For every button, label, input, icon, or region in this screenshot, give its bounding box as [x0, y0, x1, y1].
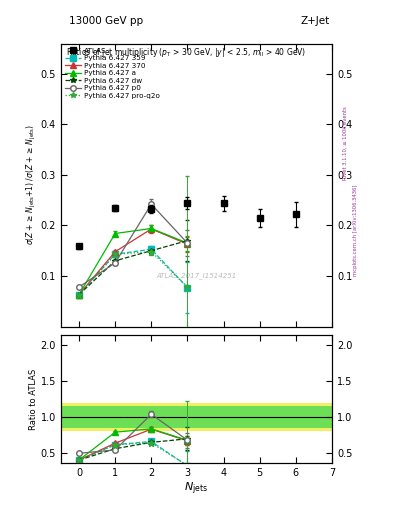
- Text: Rivet 3.1.10, ≥ 100k events: Rivet 3.1.10, ≥ 100k events: [343, 106, 348, 180]
- Text: 13000 GeV pp: 13000 GeV pp: [69, 15, 143, 26]
- Text: Z+Jet: Z+Jet: [301, 15, 330, 26]
- Legend: ATLAS, Pythia 6.427 359, Pythia 6.427 370, Pythia 6.427 a, Pythia 6.427 dw, Pyth: ATLAS, Pythia 6.427 359, Pythia 6.427 37…: [64, 47, 162, 100]
- X-axis label: $N_\mathsf{jets}$: $N_\mathsf{jets}$: [184, 481, 209, 497]
- Y-axis label: $\sigma(Z + {\geq}\,N_\mathsf{jets}{+}1)\,/\,\sigma(Z + {\geq}\,N_\mathsf{jets}): $\sigma(Z + {\geq}\,N_\mathsf{jets}{+}1)…: [25, 124, 38, 245]
- Text: mcplots.cern.ch [arXiv:1306.3436]: mcplots.cern.ch [arXiv:1306.3436]: [353, 185, 358, 276]
- Text: Ratios of jet multiplicity ($p_\mathsf{T}$ > 30 GeV, $|y|$ < 2.5, $m_{\mathsf{ll: Ratios of jet multiplicity ($p_\mathsf{T…: [66, 47, 307, 59]
- Text: ATLAS_2017_I1514251: ATLAS_2017_I1514251: [156, 272, 237, 279]
- Y-axis label: Ratio to ATLAS: Ratio to ATLAS: [29, 369, 38, 430]
